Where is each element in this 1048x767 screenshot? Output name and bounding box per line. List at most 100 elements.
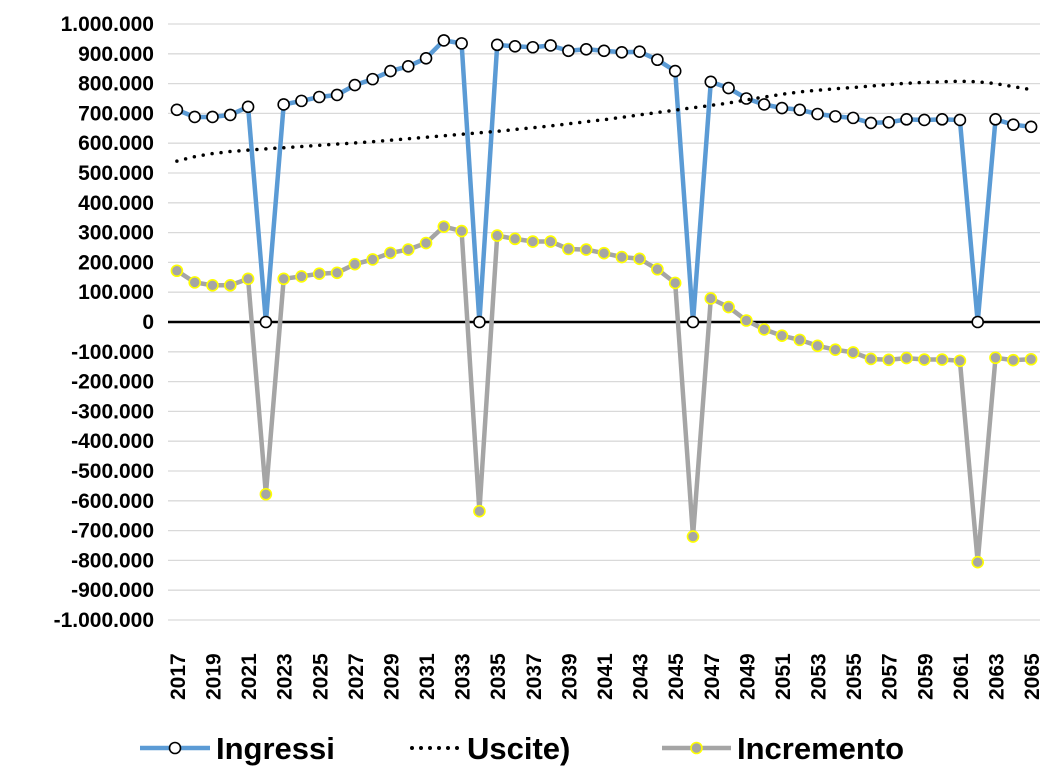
data-point-ingressi [455,37,468,50]
data-point-incremento [900,351,913,365]
data-point-ingressi [1007,118,1020,132]
data-point-incremento [846,346,860,359]
legend-marker-ingressi [168,741,182,755]
x-tick-label: 2035 [487,653,510,700]
data-point-ingressi [864,116,878,130]
data-point-incremento [170,264,184,278]
legend-marker-incremento [690,741,703,755]
y-tick-label: 600.000 [78,132,154,155]
y-tick-label: 300.000 [78,222,154,245]
data-point-ingressi [971,315,985,329]
data-point-incremento [704,292,718,305]
x-tick-label: 2053 [808,653,831,700]
data-point-ingressi [401,60,415,73]
legend-item-uscite: Uscite) [410,731,570,766]
x-tick-label: 2025 [309,653,332,700]
data-point-incremento [757,323,771,336]
data-point-ingressi [259,315,273,329]
data-point-incremento [615,250,629,264]
data-point-ingressi [241,100,255,114]
data-point-ingressi [295,94,308,108]
data-point-incremento [562,242,575,256]
data-point-ingressi [1024,120,1038,134]
data-point-ingressi [544,39,557,52]
data-point-incremento [348,257,362,271]
data-point-incremento [953,354,967,368]
data-point-ingressi [775,101,789,115]
data-point-incremento [811,339,824,353]
data-point-ingressi [722,81,735,95]
x-tick-label: 2045 [665,653,688,700]
data-point-incremento [259,487,273,501]
y-tick-label: -500.000 [71,460,154,483]
data-point-incremento [971,555,985,569]
data-point-incremento [989,351,1002,365]
data-point-incremento [490,229,504,242]
data-point-ingressi [829,110,842,123]
x-tick-label: 2043 [630,653,653,700]
data-point-incremento [597,246,611,260]
legend-label-ingressi: Ingressi [216,731,335,766]
y-tick-label: -400.000 [71,430,154,453]
data-point-ingressi [277,98,290,111]
x-tick-label: 2037 [523,653,546,700]
y-tick-label: -700.000 [71,520,154,543]
data-point-incremento [206,279,219,292]
x-tick-label: 2041 [594,653,617,700]
data-point-ingressi [704,75,718,89]
data-point-ingressi [989,113,1002,126]
x-tick-label: 2033 [452,653,475,700]
data-point-ingressi [935,113,949,126]
data-point-ingressi [419,51,433,65]
x-tick-label: 2029 [380,653,403,700]
data-point-ingressi [562,44,575,58]
data-point-incremento [1024,352,1038,366]
y-tick-label: -100.000 [71,341,154,364]
x-tick-label: 2023 [274,653,297,700]
data-point-incremento [829,343,842,357]
data-point-ingressi [206,110,219,124]
x-tick-label: 2047 [701,653,724,700]
data-point-ingressi [348,78,362,92]
data-point-ingressi [793,103,807,117]
y-tick-label: 700.000 [78,102,154,125]
y-tick-label: 900.000 [78,43,154,66]
data-point-incremento [330,266,344,280]
data-point-incremento [295,270,308,283]
data-point-incremento [793,333,807,347]
y-tick-label: 400.000 [78,192,154,215]
data-point-incremento [579,243,593,256]
y-tick-label: 800.000 [78,73,154,96]
data-point-incremento [918,353,931,366]
y-tick-label: 200.000 [78,251,154,274]
data-point-ingressi [508,40,522,53]
data-point-ingressi [579,43,593,56]
x-tick-label: 2031 [416,653,439,700]
data-point-incremento [651,262,664,276]
y-tick-label: -800.000 [71,549,154,572]
x-tick-label: 2061 [950,653,973,700]
data-point-incremento [223,279,237,292]
y-tick-label: 0 [142,311,154,334]
data-point-incremento [437,220,451,233]
data-point-ingressi [170,103,184,117]
data-point-ingressi [437,34,451,47]
data-point-incremento [668,276,682,290]
data-point-incremento [419,236,433,250]
data-point-incremento [633,252,646,266]
data-point-ingressi [473,315,486,329]
data-point-ingressi [330,88,344,102]
data-point-ingressi [312,90,326,104]
data-point-incremento [686,530,700,543]
data-point-incremento [384,246,397,260]
y-tick-label: -200.000 [71,371,154,394]
series-line-uscite [175,79,1033,163]
legend: Ingressi Uscite) Incremento [140,731,904,766]
data-point-ingressi [223,108,237,122]
data-point-incremento [775,329,789,343]
data-point-incremento [366,253,379,266]
data-point-ingressi [668,64,682,78]
x-tick-label: 2017 [167,653,190,700]
x-tick-label: 2065 [1021,653,1044,700]
